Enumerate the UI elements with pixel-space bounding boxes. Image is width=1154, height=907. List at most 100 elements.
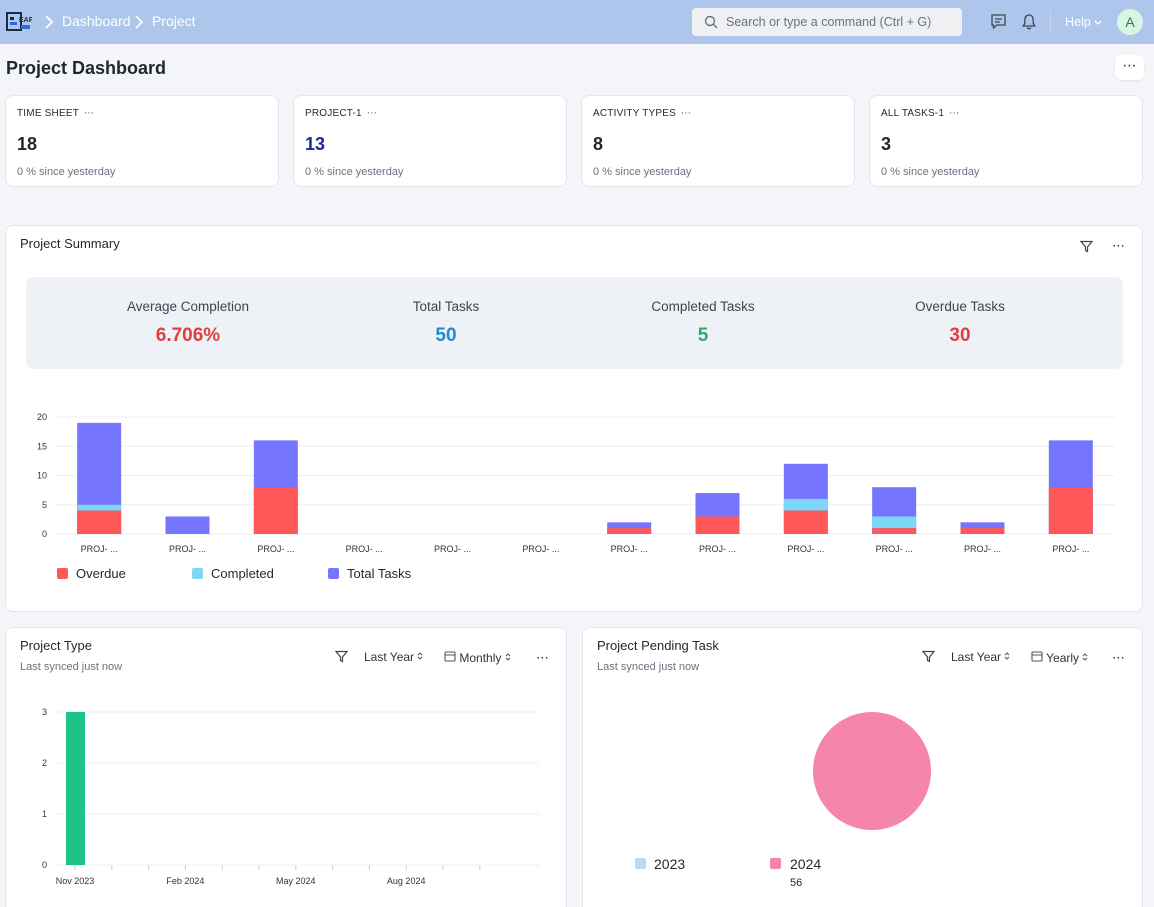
legend-swatch — [57, 568, 68, 579]
filter-icon[interactable] — [922, 650, 935, 663]
avatar[interactable]: A — [1117, 9, 1143, 35]
interval-label: Yearly — [1046, 651, 1080, 665]
interval-select[interactable]: Monthly — [444, 650, 511, 665]
pie-slice — [813, 712, 931, 830]
x-tick-label: PROJ- ... — [257, 544, 294, 554]
card-menu-icon[interactable]: ⋯ — [681, 108, 692, 119]
card-trend: 0 % since yesterday — [17, 166, 116, 178]
number-card-activity-types[interactable]: ACTIVITY TYPES ⋯ 8 0 % since yesterday — [581, 95, 855, 187]
x-tick-label: May 2024 — [276, 876, 316, 886]
navbar: EAP Dashboard Project Search or type a c… — [0, 0, 1154, 44]
card-label: ALL TASKS-1 — [881, 108, 945, 119]
bar-completed — [872, 516, 917, 529]
card-value: 3 — [881, 134, 892, 154]
panel-title: Project Type — [20, 638, 93, 653]
bar-completed — [77, 504, 122, 511]
number-card-time-sheet[interactable]: TIME SHEET ⋯ 18 0 % since yesterday — [5, 95, 279, 187]
chat-icon[interactable] — [990, 13, 1007, 30]
x-tick-label: PROJ- ... — [611, 544, 648, 554]
stat-label: Average Completion — [126, 299, 250, 314]
number-card-all-tasks[interactable]: ALL TASKS-1 ⋯ 3 0 % since yesterday — [869, 95, 1143, 187]
sort-icon — [505, 653, 511, 661]
help-label: Help — [1065, 15, 1091, 29]
filter-icon[interactable] — [335, 650, 348, 663]
range-select[interactable]: Last Year — [951, 650, 1010, 664]
range-select[interactable]: Last Year — [364, 650, 423, 664]
bar-overdue — [960, 528, 1005, 534]
legend-label: Total Tasks — [347, 566, 412, 581]
summary-stats: Average Completion 6.706% Total Tasks 50… — [26, 277, 1123, 369]
legend-swatch — [635, 858, 646, 869]
search-bar[interactable]: Search or type a command (Ctrl + G) — [692, 8, 962, 36]
card-value: 18 — [17, 134, 38, 154]
panel-menu-icon[interactable]: ⋯ — [1112, 238, 1125, 253]
x-tick-label: Feb 2024 — [166, 876, 204, 886]
y-tick-label: 3 — [42, 707, 47, 717]
project-type-panel — [5, 627, 567, 907]
svg-text:EAP: EAP — [19, 17, 32, 24]
number-card-project[interactable]: PROJECT-1 ⋯ 13 0 % since yesterday — [293, 95, 567, 187]
range-label: Last Year — [364, 650, 415, 664]
filter-icon[interactable] — [1080, 240, 1093, 253]
legend-label: 2023 — [654, 856, 686, 872]
pending-task-pie — [813, 712, 931, 830]
interval-select[interactable]: Yearly — [1031, 650, 1088, 665]
sync-status: Last synced just now — [20, 661, 123, 673]
card-trend: 0 % since yesterday — [305, 166, 404, 178]
bar-overdue — [607, 528, 652, 534]
y-tick-label: 0 — [42, 529, 47, 539]
bar-completed — [783, 498, 828, 511]
legend-label: Completed — [211, 566, 274, 581]
breadcrumb-project[interactable]: Project — [152, 13, 196, 29]
panel-menu-icon[interactable]: ⋯ — [536, 650, 549, 665]
x-tick-label: PROJ- ... — [169, 544, 206, 554]
legend-label: 2024 — [790, 856, 822, 872]
divider — [1050, 11, 1051, 33]
breadcrumb-dashboard[interactable]: Dashboard — [62, 13, 131, 29]
card-menu-icon[interactable]: ⋯ — [366, 108, 378, 119]
x-tick-label: PROJ- ... — [434, 544, 471, 554]
y-tick-label: 10 — [37, 471, 47, 481]
card-menu-icon[interactable]: ⋯ — [84, 108, 95, 119]
legend-value: 56 — [790, 877, 803, 889]
card-label: TIME SHEET — [17, 108, 80, 119]
stat-value: 50 — [435, 325, 457, 346]
y-tick-label: 1 — [42, 809, 47, 819]
range-label: Last Year — [951, 650, 1002, 664]
bar-overdue — [253, 487, 298, 534]
calendar-icon — [1031, 651, 1043, 662]
panel-title: Project Summary — [20, 236, 120, 251]
y-tick-label: 20 — [37, 412, 47, 422]
card-trend: 0 % since yesterday — [593, 166, 692, 178]
search-input[interactable]: Search or type a command (Ctrl + G) — [726, 15, 932, 29]
stat-value: 30 — [949, 325, 971, 346]
app-logo-icon[interactable]: EAP — [6, 12, 32, 32]
card-label: PROJECT-1 — [305, 108, 362, 119]
sort-icon — [418, 652, 423, 660]
panel-menu-icon[interactable]: ⋯ — [1112, 650, 1125, 665]
y-tick-label: 5 — [42, 500, 47, 510]
bar-overdue — [695, 516, 740, 534]
sort-icon — [1005, 652, 1010, 660]
interval-label: Monthly — [459, 651, 502, 665]
bell-icon[interactable] — [1021, 13, 1037, 30]
x-tick-label: Aug 2024 — [387, 876, 426, 886]
stat-label: Overdue Tasks — [915, 299, 1005, 314]
page-menu-button[interactable]: ⋯ — [1115, 55, 1144, 80]
bar-overdue — [872, 528, 917, 534]
help-dropdown[interactable]: Help — [1065, 15, 1102, 29]
bar-total-tasks — [165, 516, 210, 534]
card-menu-icon[interactable]: ⋯ — [949, 108, 960, 119]
bar — [66, 712, 85, 865]
x-tick-label: PROJ- ... — [964, 544, 1001, 554]
y-tick-label: 0 — [42, 860, 47, 870]
bar-overdue — [783, 510, 828, 534]
card-value: 13 — [305, 134, 326, 154]
card-trend: 0 % since yesterday — [881, 166, 980, 178]
legend-swatch — [328, 568, 339, 579]
chevron-right-icon — [45, 15, 54, 29]
stat-label: Total Tasks — [412, 299, 480, 314]
legend-swatch — [770, 858, 781, 869]
card-label: ACTIVITY TYPES — [593, 108, 677, 119]
chevron-right-icon — [135, 15, 144, 29]
